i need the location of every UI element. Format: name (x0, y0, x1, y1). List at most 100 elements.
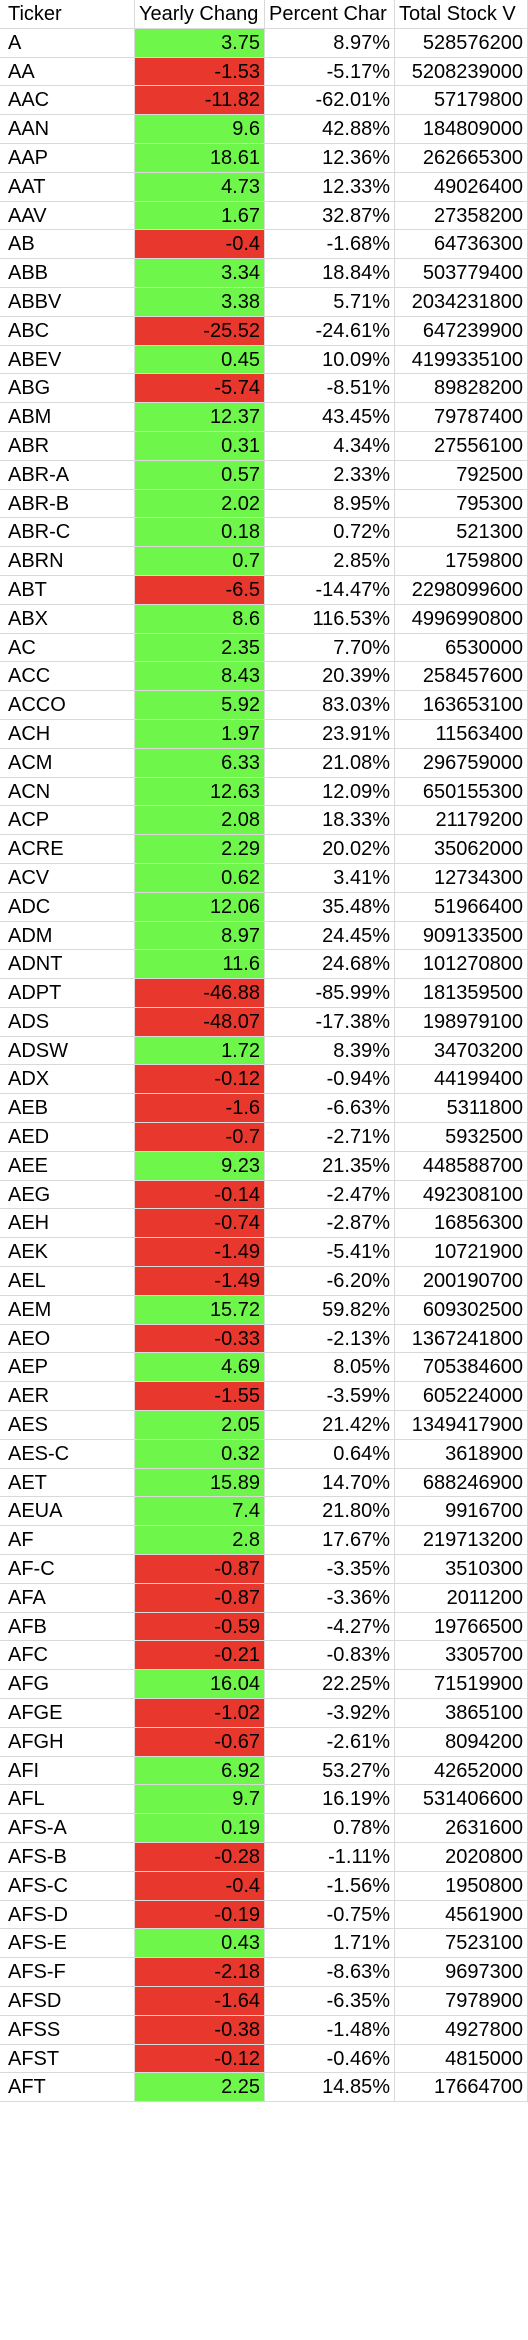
total-volume-cell[interactable]: 101270800 (395, 950, 528, 980)
ticker-cell[interactable]: AFG (0, 1670, 135, 1700)
yearly-change-cell[interactable]: 5.92 (135, 691, 265, 720)
percent-change-cell[interactable]: -3.59% (265, 1382, 395, 1412)
percent-change-cell[interactable]: 0.78% (265, 1814, 395, 1843)
percent-change-cell[interactable]: -17.38% (265, 1007, 395, 1037)
total-volume-cell[interactable]: 9697300 (395, 1958, 528, 1987)
yearly-change-cell[interactable]: 7.4 (135, 1497, 265, 1527)
percent-change-cell[interactable]: 14.85% (265, 2073, 395, 2103)
yearly-change-cell[interactable]: -1.53 (135, 57, 265, 87)
total-volume-cell[interactable]: 2034231800 (395, 287, 528, 317)
ticker-cell[interactable]: ACV (0, 863, 135, 893)
yearly-change-cell[interactable]: 1.67 (135, 201, 265, 231)
percent-change-cell[interactable]: 14.70% (265, 1468, 395, 1498)
yearly-change-cell[interactable]: 0.45 (135, 345, 265, 375)
total-volume-cell[interactable]: 503779400 (395, 259, 528, 288)
ticker-cell[interactable]: AFI (0, 1756, 135, 1786)
yearly-change-cell[interactable]: -1.64 (135, 1986, 265, 2016)
ticker-cell[interactable]: AEK (0, 1238, 135, 1268)
percent-change-cell[interactable]: 8.97% (265, 28, 395, 58)
yearly-change-cell[interactable]: 1.72 (135, 1036, 265, 1066)
percent-change-cell[interactable]: 12.33% (265, 172, 395, 202)
percent-change-cell[interactable]: -62.01% (265, 86, 395, 116)
ticker-cell[interactable]: AFSS (0, 2015, 135, 2045)
ticker-cell[interactable]: ACC (0, 662, 135, 692)
ticker-cell[interactable]: AEM (0, 1295, 135, 1325)
ticker-cell[interactable]: AFS-A (0, 1814, 135, 1843)
ticker-cell[interactable]: AES (0, 1411, 135, 1440)
ticker-cell[interactable]: AER (0, 1382, 135, 1412)
ticker-cell[interactable]: AFS-F (0, 1958, 135, 1987)
yearly-change-cell[interactable]: 15.72 (135, 1295, 265, 1325)
yearly-change-cell[interactable]: -5.74 (135, 374, 265, 404)
percent-change-cell[interactable]: 21.35% (265, 1151, 395, 1181)
ticker-cell[interactable]: ACH (0, 719, 135, 749)
percent-change-cell[interactable]: 17.67% (265, 1526, 395, 1556)
ticker-cell[interactable]: ABRN (0, 547, 135, 576)
total-volume-cell[interactable]: 35062000 (395, 835, 528, 864)
total-volume-cell[interactable]: 705384600 (395, 1353, 528, 1383)
ticker-cell[interactable]: ACM (0, 748, 135, 778)
percent-change-cell[interactable]: 1.71% (265, 1929, 395, 1959)
ticker-cell[interactable]: AC (0, 633, 135, 663)
total-volume-cell[interactable]: 64736300 (395, 230, 528, 260)
yearly-change-cell[interactable]: 2.02 (135, 489, 265, 519)
yearly-change-cell[interactable]: 0.57 (135, 460, 265, 490)
ticker-cell[interactable]: ADS (0, 1007, 135, 1037)
percent-change-cell[interactable]: 35.48% (265, 892, 395, 922)
total-volume-cell[interactable]: 3305700 (395, 1641, 528, 1671)
total-volume-cell[interactable]: 200190700 (395, 1267, 528, 1296)
percent-change-cell[interactable]: 8.39% (265, 1036, 395, 1066)
total-volume-cell[interactable]: 688246900 (395, 1468, 528, 1498)
ticker-cell[interactable]: AEP (0, 1353, 135, 1383)
yearly-change-cell[interactable]: 2.29 (135, 835, 265, 864)
total-volume-cell[interactable]: 2631600 (395, 1814, 528, 1843)
yearly-change-cell[interactable]: 8.43 (135, 662, 265, 692)
yearly-change-cell[interactable]: 18.61 (135, 143, 265, 173)
percent-change-cell[interactable]: 8.05% (265, 1353, 395, 1383)
percent-change-cell[interactable]: -6.63% (265, 1094, 395, 1124)
percent-change-cell[interactable]: -14.47% (265, 575, 395, 605)
ticker-cell[interactable]: AEB (0, 1094, 135, 1124)
yearly-change-cell[interactable]: 6.92 (135, 1756, 265, 1786)
percent-change-cell[interactable]: 4.34% (265, 431, 395, 461)
yearly-change-cell[interactable]: 9.6 (135, 115, 265, 144)
total-volume-cell[interactable]: 17664700 (395, 2073, 528, 2103)
ticker-cell[interactable]: AFS-E (0, 1929, 135, 1959)
total-volume-cell[interactable]: 4927800 (395, 2015, 528, 2045)
percent-change-cell[interactable]: -6.20% (265, 1267, 395, 1296)
ticker-cell[interactable]: ABR-B (0, 489, 135, 519)
header-total-stock-volume[interactable]: Total Stock V (395, 0, 528, 29)
percent-change-cell[interactable]: -0.83% (265, 1641, 395, 1671)
total-volume-cell[interactable]: 528576200 (395, 28, 528, 58)
ticker-cell[interactable]: ADC (0, 892, 135, 922)
yearly-change-cell[interactable]: 0.43 (135, 1929, 265, 1959)
total-volume-cell[interactable]: 16856300 (395, 1209, 528, 1239)
total-volume-cell[interactable]: 605224000 (395, 1382, 528, 1412)
total-volume-cell[interactable]: 19766500 (395, 1612, 528, 1642)
percent-change-cell[interactable]: 0.72% (265, 518, 395, 548)
percent-change-cell[interactable]: -3.36% (265, 1583, 395, 1613)
total-volume-cell[interactable]: 8094200 (395, 1727, 528, 1757)
ticker-cell[interactable]: ADPT (0, 979, 135, 1008)
percent-change-cell[interactable]: 12.36% (265, 143, 395, 173)
percent-change-cell[interactable]: 3.41% (265, 863, 395, 893)
total-volume-cell[interactable]: 198979100 (395, 1007, 528, 1037)
total-volume-cell[interactable]: 909133500 (395, 921, 528, 951)
total-volume-cell[interactable]: 795300 (395, 489, 528, 519)
yearly-change-cell[interactable]: -1.49 (135, 1238, 265, 1268)
total-volume-cell[interactable]: 219713200 (395, 1526, 528, 1556)
percent-change-cell[interactable]: 22.25% (265, 1670, 395, 1700)
total-volume-cell[interactable]: 181359500 (395, 979, 528, 1008)
total-volume-cell[interactable]: 51966400 (395, 892, 528, 922)
yearly-change-cell[interactable]: 0.7 (135, 547, 265, 576)
ticker-cell[interactable]: AFL (0, 1785, 135, 1815)
ticker-cell[interactable]: ABB (0, 259, 135, 288)
yearly-change-cell[interactable]: 12.63 (135, 777, 265, 807)
total-volume-cell[interactable]: 4996990800 (395, 604, 528, 634)
total-volume-cell[interactable]: 44199400 (395, 1065, 528, 1095)
total-volume-cell[interactable]: 9916700 (395, 1497, 528, 1527)
total-volume-cell[interactable]: 11563400 (395, 719, 528, 749)
yearly-change-cell[interactable]: 4.73 (135, 172, 265, 202)
yearly-change-cell[interactable]: -1.55 (135, 1382, 265, 1412)
total-volume-cell[interactable]: 2298099600 (395, 575, 528, 605)
